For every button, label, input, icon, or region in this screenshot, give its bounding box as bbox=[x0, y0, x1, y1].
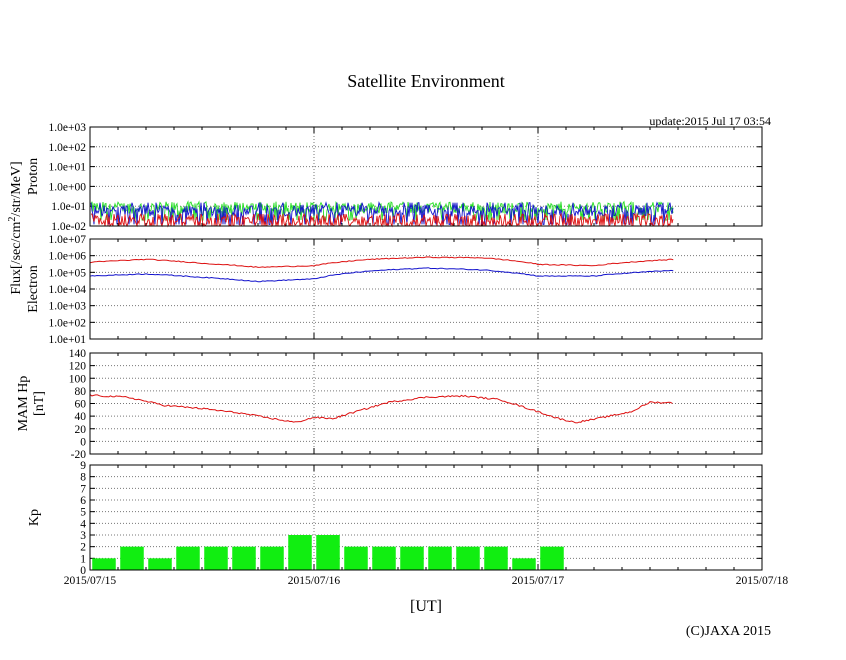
panel-kp-ylabel: Kp bbox=[27, 509, 42, 526]
y-tick-label: 0 bbox=[80, 565, 86, 577]
y-tick-label: 1.0e+03 bbox=[49, 122, 87, 134]
flux-ylabel: Flux[/sec/cm2/str/MeV] bbox=[7, 161, 24, 294]
kp-bar bbox=[232, 546, 256, 570]
y-tick-label: 5 bbox=[80, 507, 86, 519]
y-tick-label: 40 bbox=[75, 411, 87, 423]
proton-series-green bbox=[90, 200, 674, 221]
kp-bar bbox=[484, 546, 508, 570]
y-tick-label: 1 bbox=[80, 553, 86, 565]
panel-kp-frame bbox=[89, 464, 763, 571]
y-tick-label: 1.0e+06 bbox=[49, 251, 87, 263]
y-tick-label: 1.0e-02 bbox=[51, 221, 86, 233]
panels-layer: 1.0e+03 1.0e+02 1.0e+01 1.0e+00 1.0e-01 1.0e-… bbox=[7, 122, 788, 587]
y-tick-label: 4 bbox=[80, 518, 86, 530]
panel-proton: 1.0e+03 1.0e+02 1.0e+01 1.0e+00 1.0e-01 1.0e-… bbox=[26, 122, 763, 233]
y-tick-label: 1.0e+04 bbox=[49, 284, 87, 296]
y-tick-label: 7 bbox=[80, 483, 86, 495]
electron-series-blue bbox=[89, 267, 674, 283]
y-tick-label: 8 bbox=[80, 472, 86, 484]
kp-bar bbox=[344, 546, 368, 570]
panel-mam-hp-ylabel-line: MAM Hp bbox=[16, 376, 31, 432]
y-tick-label: -20 bbox=[71, 449, 87, 461]
y-tick-label: 1.0e-01 bbox=[51, 201, 86, 213]
kp-bar bbox=[148, 558, 172, 570]
flux-ylabel-suffix: /str/MeV] bbox=[9, 161, 24, 216]
y-tick-label: 2 bbox=[80, 542, 86, 554]
y-tick-label: 20 bbox=[75, 424, 87, 436]
y-tick-label: 1.0e+02 bbox=[49, 317, 87, 329]
y-tick-label: 60 bbox=[75, 399, 87, 411]
y-tick-label: 100 bbox=[69, 373, 87, 385]
y-tick-label: 1.0e+01 bbox=[49, 334, 87, 346]
kp-bar bbox=[316, 535, 340, 570]
panel-proton-ylabel: Proton bbox=[26, 158, 41, 195]
y-tick-label: 6 bbox=[80, 495, 86, 507]
x-tick-label: 2015/07/18 bbox=[736, 575, 789, 587]
y-tick-label: 1.0e+07 bbox=[49, 234, 87, 246]
panel-mam-hp-frame bbox=[89, 352, 763, 455]
y-tick-label: 1.0e+01 bbox=[49, 162, 87, 174]
y-tick-label: 1.0e+03 bbox=[49, 301, 87, 313]
y-tick-label: 9 bbox=[80, 460, 86, 472]
electron-series-red bbox=[89, 256, 674, 268]
kp-bar bbox=[288, 535, 312, 570]
y-tick-label: 3 bbox=[80, 530, 86, 542]
x-axis-label: [UT] bbox=[410, 598, 442, 615]
panel-electron-frame bbox=[89, 238, 763, 340]
panel-electron: 1.0e+07 1.0e+06 1.0e+05 1.0e+04 1.0e+03 1.0e+… bbox=[26, 234, 763, 346]
mam-hp-series bbox=[89, 394, 673, 424]
y-tick-label: 1.0e+02 bbox=[49, 142, 87, 154]
y-tick-label: 1.0e+00 bbox=[49, 181, 87, 193]
kp-bar bbox=[540, 546, 564, 570]
update-text: update:2015 Jul 17 03:54 bbox=[649, 114, 771, 128]
kp-bar bbox=[400, 546, 424, 570]
panel-mam-hp-ylabel-line: [nT] bbox=[32, 391, 47, 416]
x-tick-label: 2015/07/17 bbox=[512, 575, 565, 587]
panel-proton-frame bbox=[89, 126, 763, 227]
x-tick-label: 2015/07/16 bbox=[288, 575, 341, 587]
kp-bar bbox=[512, 558, 536, 570]
panel-electron-ylabel: Electron bbox=[26, 265, 41, 312]
y-tick-label: 140 bbox=[69, 348, 87, 360]
chart-title: Satellite Environment bbox=[347, 71, 504, 91]
flux-ylabel-main: Flux[/sec/cm bbox=[9, 221, 24, 294]
kp-bar bbox=[176, 546, 200, 570]
proton-series-blue bbox=[90, 201, 674, 225]
flux-ylabel-superscript: 2 bbox=[7, 217, 18, 222]
kp-bar bbox=[456, 546, 480, 570]
kp-bar bbox=[428, 546, 452, 570]
x-tick-label: 2015/07/15 bbox=[64, 575, 117, 587]
y-tick-label: 0 bbox=[80, 436, 86, 448]
y-tick-label: 1.0e+05 bbox=[49, 267, 87, 279]
kp-bar bbox=[120, 546, 144, 570]
kp-bar bbox=[204, 546, 228, 570]
kp-bar bbox=[92, 558, 116, 570]
kp-bar bbox=[372, 546, 396, 570]
copyright-text: (C)JAXA 2015 bbox=[686, 624, 771, 639]
kp-bar bbox=[260, 546, 284, 570]
y-tick-label: 120 bbox=[69, 361, 87, 373]
y-tick-label: 80 bbox=[75, 386, 87, 398]
